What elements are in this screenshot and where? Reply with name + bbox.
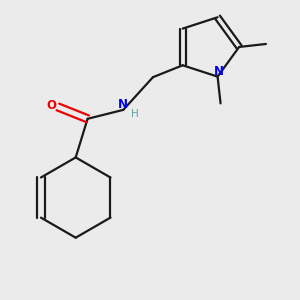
Text: H: H — [131, 109, 138, 119]
Text: O: O — [46, 99, 56, 112]
Text: N: N — [214, 65, 224, 78]
Text: N: N — [118, 98, 128, 111]
